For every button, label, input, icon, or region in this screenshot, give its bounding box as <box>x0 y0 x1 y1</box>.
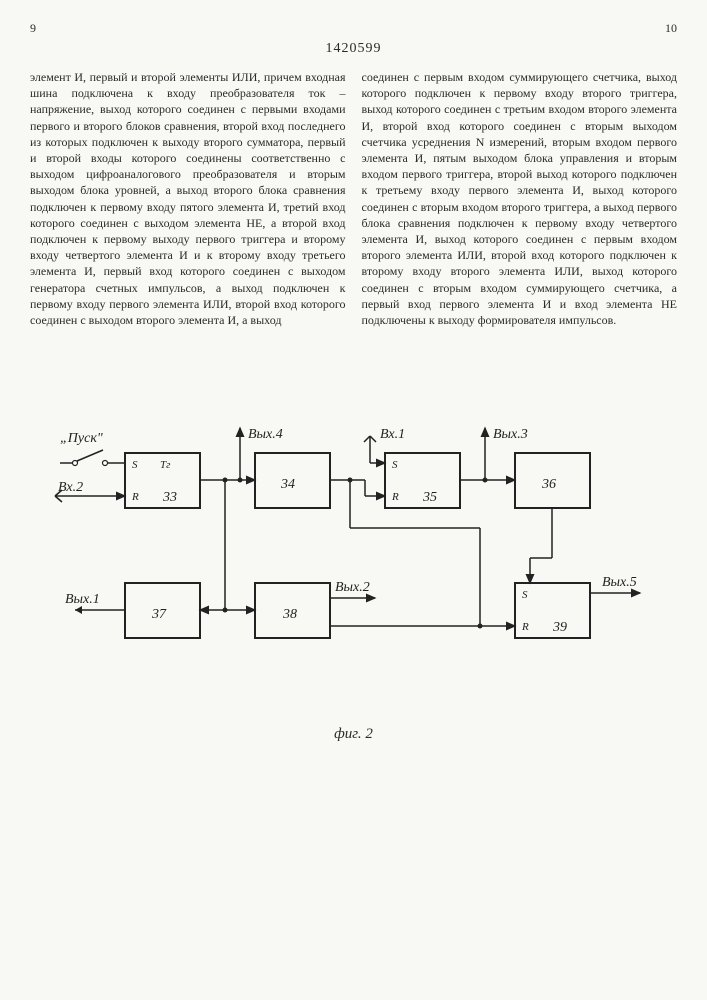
block-36: 36 <box>541 477 556 492</box>
block-38: 38 <box>282 607 297 622</box>
block-33: 33 <box>162 490 177 505</box>
block-37: 37 <box>151 607 167 622</box>
vyh3-label: Вых.3 <box>493 427 528 442</box>
page-right: 10 <box>665 20 677 36</box>
r-pin-39: R <box>521 621 529 633</box>
tr-label: Тг <box>160 459 171 471</box>
circuit-diagram: S R Тг 33 34 S R 35 36 37 38 S R 39 „Пус… <box>30 408 677 718</box>
s-pin-35: S <box>392 459 398 471</box>
vyh5-label: Вых.5 <box>602 575 637 590</box>
document-number: 1420599 <box>30 40 677 59</box>
block-35: 35 <box>422 490 437 505</box>
bx2-label: Вх.2 <box>58 480 83 495</box>
s-pin-39: S <box>522 589 528 601</box>
page-header: 9 10 <box>30 20 677 36</box>
right-column: соединен с первым входом суммирующего сч… <box>362 69 678 328</box>
block-34: 34 <box>280 477 295 492</box>
vyh1-label: Вых.1 <box>65 592 100 607</box>
text-columns: элемент И, первый и второй элементы ИЛИ,… <box>30 69 677 328</box>
figure-caption: фиг. 2 <box>30 724 677 744</box>
bx1-label: Вх.1 <box>380 427 405 442</box>
pusk-label: „Пуск" <box>60 431 103 446</box>
block-39: 39 <box>552 620 567 635</box>
left-column: элемент И, первый и второй элементы ИЛИ,… <box>30 69 346 328</box>
vyh2-label: Вых.2 <box>335 580 370 595</box>
page-left: 9 <box>30 20 36 36</box>
r-pin-33: R <box>131 491 139 503</box>
vyh4-label: Вых.4 <box>248 427 283 442</box>
r-pin-35: R <box>391 491 399 503</box>
s-pin-33: S <box>132 459 138 471</box>
